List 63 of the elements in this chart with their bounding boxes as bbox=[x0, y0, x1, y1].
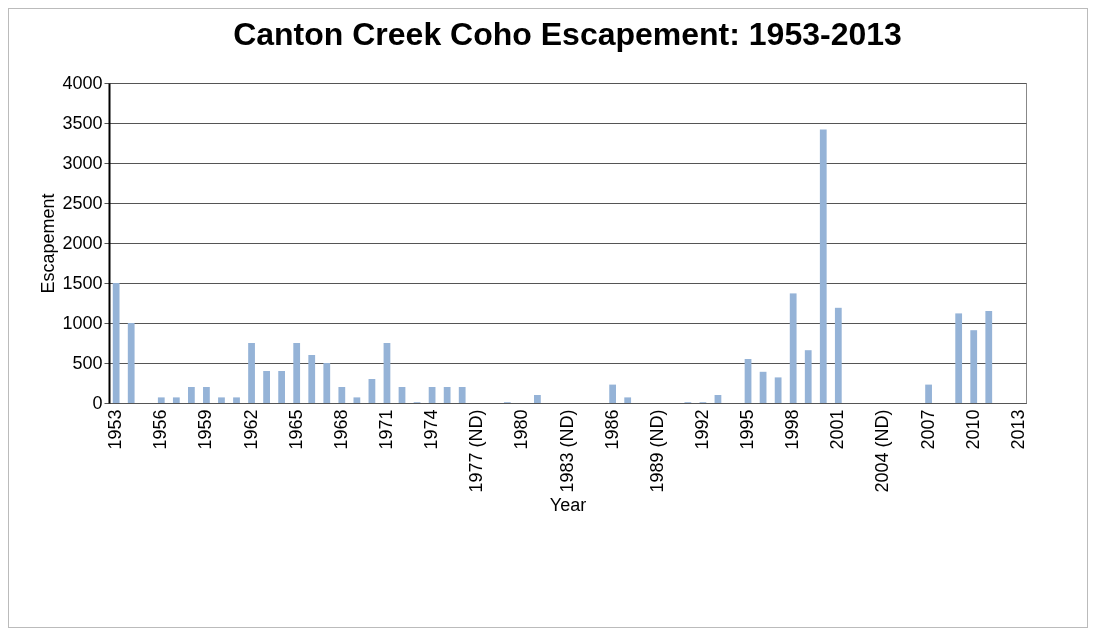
y-tick-label: 0 bbox=[92, 392, 103, 413]
bar bbox=[985, 311, 993, 403]
bar bbox=[338, 387, 346, 403]
x-tick-label: 1974 bbox=[421, 409, 442, 450]
x-tick-label: 1962 bbox=[240, 409, 261, 450]
x-tick-label: 1959 bbox=[195, 409, 216, 450]
x-tick-label: 2001 bbox=[827, 409, 848, 450]
y-tick-label: 2000 bbox=[62, 232, 103, 253]
bar bbox=[187, 387, 195, 403]
bar bbox=[774, 377, 782, 403]
chart-title: Canton Creek Coho Escapement: 1953-2013 bbox=[233, 16, 902, 52]
bar bbox=[218, 397, 225, 403]
bar bbox=[955, 313, 963, 403]
x-tick-label: 1977 (ND) bbox=[466, 409, 487, 493]
bar bbox=[443, 387, 451, 403]
y-tick-label: 1000 bbox=[62, 312, 103, 333]
x-tick-label: 1956 bbox=[150, 409, 171, 450]
x-tick-label: 1968 bbox=[330, 409, 351, 450]
y-tick-label: 3000 bbox=[62, 152, 103, 173]
y-axis-title: Escapement bbox=[38, 193, 59, 294]
x-tick-label: 1983 (ND) bbox=[556, 409, 577, 493]
x-tick-label: 2004 (ND) bbox=[872, 409, 893, 493]
bar bbox=[278, 371, 286, 403]
x-tick-label: 1971 bbox=[375, 409, 396, 450]
y-tick-label: 3500 bbox=[62, 112, 103, 133]
bar bbox=[353, 397, 361, 403]
bar bbox=[624, 397, 632, 403]
x-tick-label: 1995 bbox=[737, 409, 758, 450]
y-tick-label: 4000 bbox=[62, 72, 103, 93]
bar bbox=[925, 384, 932, 403]
x-tick-label: 1980 bbox=[511, 409, 532, 450]
bar bbox=[308, 355, 316, 403]
bar bbox=[248, 343, 255, 403]
bar bbox=[157, 397, 165, 403]
bar bbox=[609, 384, 617, 403]
x-tick-label: 1992 bbox=[691, 409, 712, 450]
x-axis-title: Year bbox=[549, 494, 587, 515]
bar bbox=[172, 397, 180, 403]
bar bbox=[127, 323, 135, 403]
bar bbox=[970, 330, 978, 403]
x-tick-label: 2007 bbox=[917, 409, 938, 450]
bar bbox=[819, 129, 827, 403]
x-tick-label: 1953 bbox=[105, 409, 126, 450]
bar bbox=[263, 371, 270, 403]
bar bbox=[203, 387, 210, 403]
y-tick-label: 2500 bbox=[62, 192, 103, 213]
x-tick-label: 1965 bbox=[285, 409, 306, 450]
bar bbox=[804, 350, 812, 403]
bar bbox=[293, 343, 301, 403]
x-tick-label: 1989 (ND) bbox=[646, 409, 667, 493]
x-tick-label: 2010 bbox=[962, 409, 983, 450]
x-tick-label: 2013 bbox=[1007, 409, 1028, 450]
bar bbox=[834, 307, 842, 403]
bar bbox=[233, 397, 240, 403]
bar bbox=[112, 283, 120, 403]
x-tick-label: 1986 bbox=[601, 409, 622, 450]
x-tick-label: 1998 bbox=[782, 409, 803, 450]
y-tick-label: 500 bbox=[72, 352, 103, 373]
bar bbox=[789, 293, 797, 403]
bar bbox=[458, 387, 466, 403]
bar bbox=[534, 395, 541, 403]
bar bbox=[323, 363, 331, 403]
y-tick-label: 1500 bbox=[62, 272, 103, 293]
